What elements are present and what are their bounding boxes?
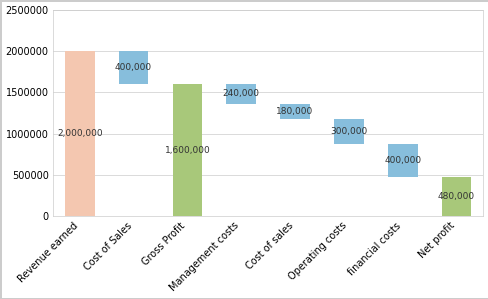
Bar bbox=[119, 51, 148, 84]
Bar bbox=[333, 119, 363, 144]
Text: 1,600,000: 1,600,000 bbox=[164, 146, 210, 155]
Bar bbox=[280, 104, 309, 119]
Text: 2,000,000: 2,000,000 bbox=[57, 129, 102, 138]
Text: 400,000: 400,000 bbox=[384, 156, 420, 165]
Bar bbox=[226, 84, 256, 104]
Bar bbox=[65, 51, 94, 216]
Text: 400,000: 400,000 bbox=[115, 63, 152, 72]
Text: 180,000: 180,000 bbox=[276, 107, 313, 116]
Bar bbox=[387, 144, 417, 177]
Text: 480,000: 480,000 bbox=[437, 192, 474, 201]
Text: 240,000: 240,000 bbox=[222, 89, 259, 98]
Bar bbox=[172, 84, 202, 216]
Bar bbox=[441, 177, 470, 216]
Text: 300,000: 300,000 bbox=[329, 127, 367, 136]
